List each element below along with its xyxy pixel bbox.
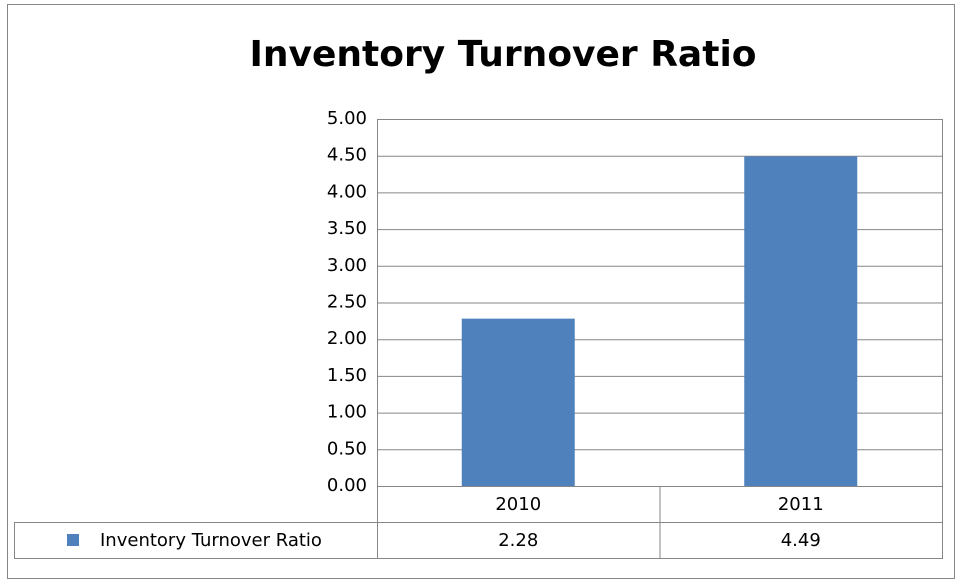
y-tick-label: 4.50 [327,145,367,166]
x-tick-label: 2010 [495,494,541,515]
y-tick-label: 2.50 [327,292,367,313]
chart-title: Inventory Turnover Ratio [249,34,756,75]
x-tick-label: 2011 [778,494,824,515]
y-tick-label: 0.50 [327,438,367,459]
y-tick-label: 0.00 [327,475,367,496]
legend-key [67,534,79,546]
y-tick-label: 2.00 [327,328,367,349]
y-tick-label: 4.00 [327,181,367,202]
table-value-row [14,522,943,559]
legend-label: Inventory Turnover Ratio [100,530,322,551]
y-tick-label: 5.00 [327,108,367,129]
y-tick-label: 3.00 [327,255,367,276]
y-tick-label: 3.50 [327,218,367,239]
bar [461,318,575,486]
bar [744,156,858,486]
y-tick-label: 1.00 [327,402,367,423]
y-tick-label: 1.50 [327,365,367,386]
table-value: 2.28 [498,530,538,551]
table-value: 4.49 [781,530,821,551]
